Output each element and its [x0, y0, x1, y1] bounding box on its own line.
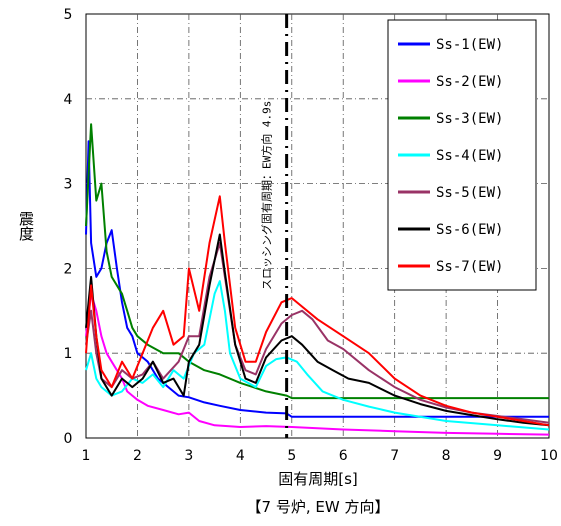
series-line	[85, 280, 550, 431]
y-tick-label: 2	[64, 261, 73, 277]
legend: Ss-1(EW) Ss-2(EW) Ss-3(EW) Ss-4(EW) Ss-5(EW)…	[387, 19, 537, 291]
y-tick-label: 3	[64, 177, 73, 193]
legend-label: Ss-6(EW)	[436, 222, 503, 238]
legend-label: Ss-5(EW)	[436, 185, 503, 201]
series-line	[85, 195, 550, 427]
x-tick-label: 7	[390, 448, 399, 464]
legend-label: Ss-4(EW)	[436, 148, 503, 164]
y-tick-label: 4	[64, 92, 73, 108]
y-tick-label: 5	[64, 7, 73, 23]
chart-caption: 【7 号炉, EW 方向】	[247, 498, 390, 516]
x-axis-ticks: 1 2 3 4 5 6 7 8 9 10	[82, 448, 558, 464]
x-tick-label: 5	[287, 448, 296, 464]
legend-label: Ss-2(EW)	[436, 74, 503, 90]
series-line	[85, 233, 550, 427]
x-tick-label: 6	[339, 448, 348, 464]
x-tick-label: 4	[236, 448, 245, 464]
x-tick-label: 8	[442, 448, 451, 464]
x-tick-label: 3	[184, 448, 193, 464]
series-line	[85, 242, 550, 424]
sloshing-period-annotation: スロッシング固有周期：EW方向 4.9s	[260, 14, 289, 438]
x-tick-label: 10	[540, 448, 558, 464]
x-axis-title: 固有周期[s]	[278, 470, 358, 488]
series-lines	[85, 123, 550, 436]
y-axis-title: 震度	[17, 211, 35, 241]
sloshing-period-label: スロッシング固有周期：EW方向 4.9s	[260, 101, 274, 290]
y-tick-label: 0	[64, 431, 73, 447]
y-tick-label: 1	[64, 346, 73, 362]
series-line	[85, 292, 550, 436]
x-tick-label: 9	[493, 448, 502, 464]
legend-label: Ss-7(EW)	[436, 259, 503, 275]
x-tick-label: 1	[82, 448, 91, 464]
y-axis-ticks: 0 1 2 3 4 5	[64, 7, 73, 447]
series-line	[85, 123, 549, 400]
series-line	[85, 140, 549, 418]
x-tick-label: 2	[133, 448, 142, 464]
legend-label: Ss-3(EW)	[436, 111, 503, 127]
legend-label: Ss-1(EW)	[436, 37, 503, 53]
